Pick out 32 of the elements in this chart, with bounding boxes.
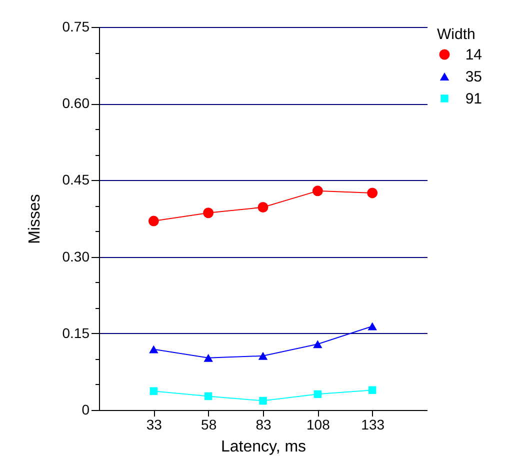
y-tick-label: 0.75 bbox=[62, 18, 90, 34]
x-tick-label: 108 bbox=[306, 416, 330, 432]
x-tick-label: 33 bbox=[146, 416, 162, 432]
point bbox=[258, 202, 268, 212]
legend-label: 91 bbox=[465, 90, 482, 108]
x-tick-label: 133 bbox=[361, 416, 385, 432]
x-tick-label: 58 bbox=[201, 416, 217, 432]
point bbox=[367, 188, 378, 198]
legend-title: Width bbox=[437, 26, 476, 43]
point bbox=[368, 322, 377, 330]
x-tick-label: 83 bbox=[256, 416, 272, 432]
point bbox=[150, 387, 158, 395]
point bbox=[259, 396, 267, 405]
point bbox=[204, 354, 213, 362]
y-tick-label: 0.15 bbox=[62, 324, 90, 341]
y-tick-label: 0.60 bbox=[62, 95, 90, 112]
point bbox=[258, 352, 268, 360]
legend-label: 35 bbox=[465, 68, 482, 86]
point bbox=[368, 386, 376, 394]
point bbox=[149, 345, 158, 354]
y-tick-label: 0.45 bbox=[62, 172, 90, 188]
legend-label: 14 bbox=[465, 46, 482, 64]
y-axis-title: Misses bbox=[26, 194, 44, 244]
y-tick-label: 0 bbox=[82, 402, 90, 418]
point bbox=[313, 340, 322, 348]
x-axis-title: Latency, ms bbox=[220, 438, 306, 456]
point bbox=[148, 216, 159, 226]
point bbox=[204, 392, 212, 400]
point bbox=[203, 208, 214, 218]
y-tick-label: 0.30 bbox=[62, 248, 90, 264]
point bbox=[314, 390, 322, 398]
point bbox=[312, 186, 323, 196]
